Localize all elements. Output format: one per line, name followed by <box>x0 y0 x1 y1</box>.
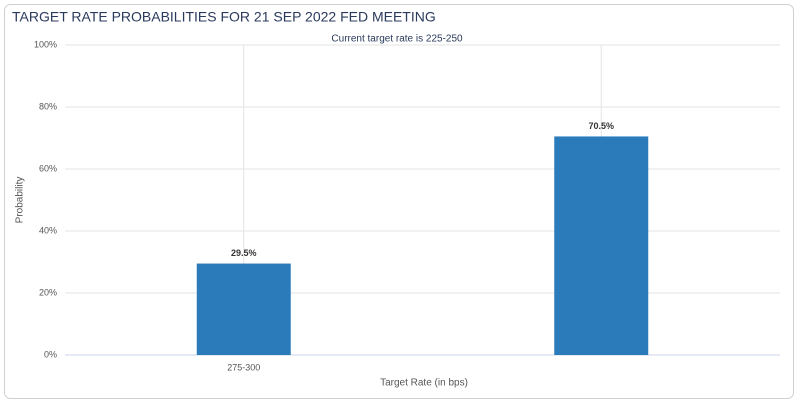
y-tick-label: 100% <box>34 39 57 49</box>
bar <box>554 136 649 355</box>
data-label: 70.5% <box>588 121 614 131</box>
plot-area: 0% 20% 40% 60% 80% 100% 275-300 29.5% 70.5% <box>34 39 780 372</box>
x-axis-label: Target Rate (in bps) <box>380 378 468 389</box>
y-tick-label: 80% <box>39 101 57 111</box>
x-tick-label: 275-300 <box>227 362 260 372</box>
y-tick-label: 60% <box>39 163 57 173</box>
y-tick-label: 0% <box>44 349 57 359</box>
chart-title: TARGET RATE PROBABILITIES FOR 21 SEP 202… <box>12 9 436 25</box>
chart-subtitle: Current target rate is 225-250 <box>331 34 463 45</box>
data-label: 29.5% <box>231 248 257 258</box>
y-axis-label: Probability <box>15 177 26 224</box>
bar <box>196 263 291 355</box>
y-tick-label: 40% <box>39 225 57 235</box>
y-tick-label: 20% <box>39 287 57 297</box>
chart-frame <box>4 4 794 399</box>
